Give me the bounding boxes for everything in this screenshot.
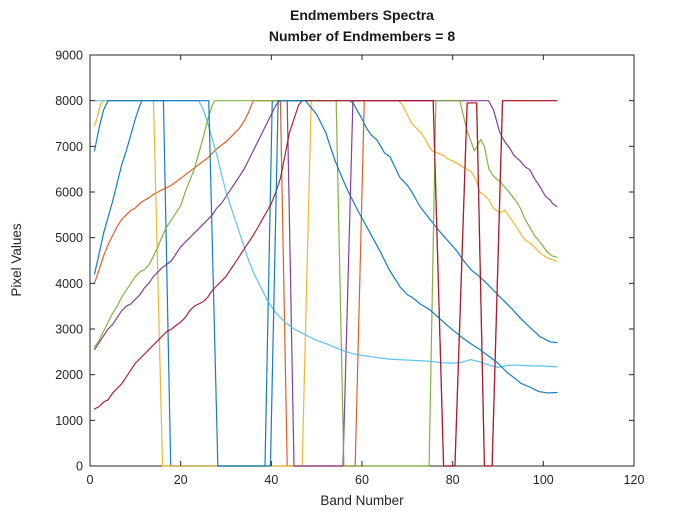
- x-tick-label: 20: [174, 473, 188, 487]
- axis-ticks: [89, 54, 635, 467]
- spectrum-line-endmember-8: [93, 100, 558, 467]
- x-tick-label: 120: [624, 473, 645, 487]
- series-lines: [93, 100, 558, 467]
- x-tick-label: 60: [355, 473, 369, 487]
- spectrum-line-endmember-3: [93, 100, 558, 467]
- y-tick-label: 8000: [55, 94, 83, 108]
- y-axis-label: Pixel Values: [9, 223, 24, 297]
- y-tick-label: 7000: [55, 140, 83, 154]
- y-tick-label: 3000: [55, 323, 83, 337]
- chart-subtitle: Number of Endmembers = 8: [269, 28, 456, 44]
- x-tick-label: 100: [533, 473, 554, 487]
- y-tick-label: 1000: [55, 414, 83, 428]
- spectrum-line-endmember-2: [93, 100, 558, 467]
- y-tick-label: 5000: [55, 231, 83, 245]
- x-tick-label: 80: [446, 473, 460, 487]
- y-tick-label: 9000: [55, 49, 83, 63]
- spectrum-line-endmember-1: [93, 100, 558, 467]
- spectrum-line-endmember-4: [93, 100, 558, 467]
- tick-labels: 0 20 40 60 80 100 120 0 1000 2000 3000 4000 5000 6000…: [55, 49, 644, 488]
- spectrum-line-endmember-6: [93, 100, 558, 368]
- y-tick-label: 4000: [55, 277, 83, 291]
- x-tick-label: 0: [87, 473, 94, 487]
- y-tick-label: 2000: [55, 368, 83, 382]
- x-tick-label: 40: [264, 473, 278, 487]
- x-axis-label: Band Number: [320, 493, 404, 508]
- y-tick-label: 0: [76, 460, 83, 474]
- spectrum-line-endmember-5: [93, 100, 558, 467]
- chart-title: Endmembers Spectra: [290, 7, 434, 23]
- y-tick-label: 6000: [55, 186, 83, 200]
- spectrum-line-endmember-7: [93, 100, 558, 467]
